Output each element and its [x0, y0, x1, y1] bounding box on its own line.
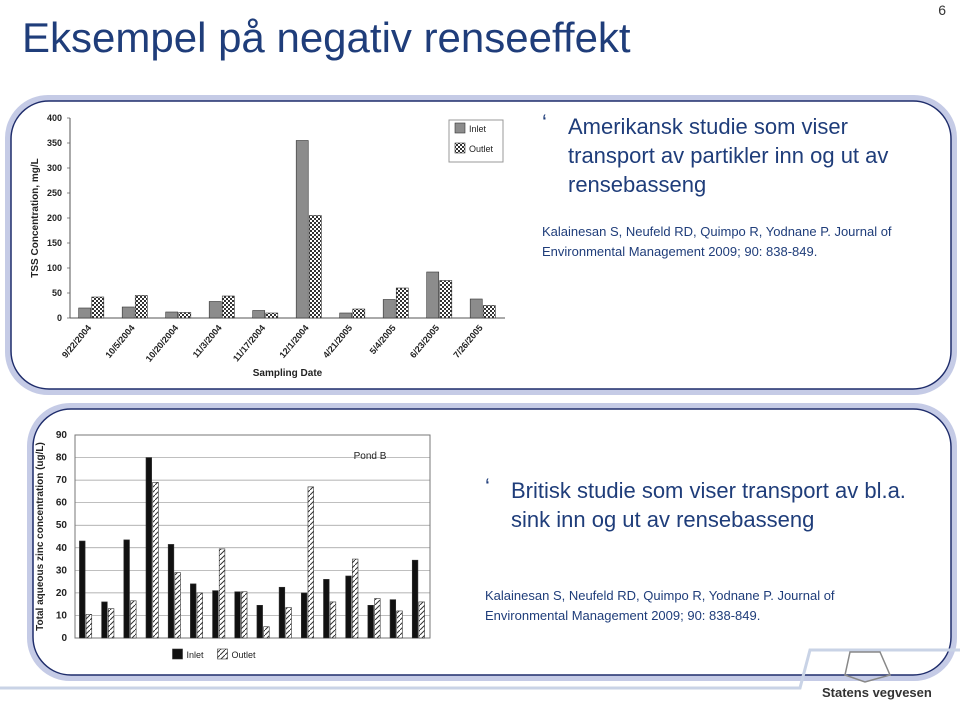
bar [134, 295, 148, 319]
legend-label: Outlet [469, 144, 494, 154]
logo [844, 651, 892, 683]
bar [352, 308, 366, 319]
bar [352, 558, 359, 639]
y-tick-label: 70 [56, 475, 68, 486]
bar [130, 600, 137, 639]
bar [174, 572, 181, 639]
bar [121, 306, 135, 319]
y-tick-label: 200 [47, 213, 62, 223]
bar [301, 592, 308, 639]
bar [178, 312, 192, 319]
y-tick-label: 50 [52, 288, 62, 298]
y-axis-label: TSS Concentration, mg/L [30, 158, 41, 277]
legend-swatch [454, 142, 466, 154]
legend-swatch [172, 648, 183, 660]
legend-label: Inlet [469, 124, 487, 134]
y-tick-label: 60 [56, 498, 68, 509]
bar [411, 559, 419, 639]
bar [482, 305, 496, 319]
y-tick-label: 300 [47, 163, 62, 173]
y-tick-label: 0 [61, 633, 67, 644]
bar [389, 599, 397, 639]
x-axis-label: Sampling Date [253, 368, 323, 379]
bar [196, 592, 203, 639]
bar [91, 296, 105, 319]
bullet: Britisk studie som viser transport av bl… [485, 472, 931, 534]
bar [208, 301, 222, 319]
bar [418, 601, 425, 639]
bar [241, 591, 248, 639]
y-tick-label: 40 [56, 543, 68, 554]
bar [339, 312, 353, 319]
y-tick-label: 30 [56, 565, 68, 576]
plot-frame [74, 434, 431, 639]
y-tick-label: 100 [47, 263, 62, 273]
bar [234, 591, 241, 639]
panel-border [32, 408, 952, 676]
y-tick-label: 250 [47, 188, 62, 198]
bar [323, 579, 330, 639]
bar [265, 312, 279, 319]
bar [218, 548, 226, 639]
legend-label: Inlet [187, 650, 205, 660]
bullet: Amerikansk studie som viser transport av… [542, 108, 938, 199]
bar [212, 590, 219, 639]
footer: Statens vegvesen [822, 685, 932, 700]
bar [382, 299, 396, 319]
bar [367, 604, 374, 639]
annotation: Pond B [354, 451, 387, 462]
bar [426, 271, 440, 319]
legend-frame [448, 119, 504, 163]
bar [85, 614, 93, 639]
y-tick-label: 150 [47, 238, 62, 248]
bar [256, 604, 263, 639]
slide-title: Eksempel på negativ renseeffekt [22, 14, 631, 61]
bar [263, 626, 270, 639]
legend-swatch [454, 122, 466, 134]
reference: Kalainesan S, Neufeld RD, Quimpo R, Yodn… [542, 224, 892, 259]
bar [145, 457, 152, 639]
bar [165, 311, 179, 319]
y-axis-label: Total aqueous zinc concentration (ug/L) [35, 442, 46, 631]
y-tick-label: 0 [57, 313, 62, 323]
bar [123, 539, 130, 639]
bar [78, 307, 92, 319]
y-tick-label: 400 [47, 113, 62, 123]
y-tick-label: 90 [56, 430, 68, 441]
bar [152, 482, 159, 639]
bar [79, 540, 86, 639]
bar [307, 486, 314, 639]
bar [308, 215, 322, 319]
page-number: 6 [938, 2, 946, 18]
y-tick-label: 50 [56, 520, 68, 531]
bar [167, 544, 175, 639]
bar [345, 575, 352, 639]
bar [295, 140, 309, 319]
y-tick-label: 80 [56, 453, 68, 464]
panel-border [10, 100, 952, 390]
bar [374, 598, 381, 639]
bar [395, 287, 409, 319]
y-tick-label: 350 [47, 138, 62, 148]
bar [285, 607, 292, 639]
bar [190, 583, 197, 639]
bar [107, 608, 115, 639]
bar [439, 280, 453, 319]
reference: Kalainesan S, Neufeld RD, Quimpo R, Yodn… [485, 588, 835, 623]
y-tick-label: 20 [56, 588, 68, 599]
y-tick-label: 10 [56, 610, 68, 621]
bar [101, 601, 108, 639]
bar [329, 601, 337, 639]
bar [396, 610, 403, 639]
legend-swatch [217, 648, 228, 660]
bar [252, 310, 266, 319]
bar [278, 586, 286, 639]
bar [221, 295, 235, 319]
legend-label: Outlet [232, 650, 257, 660]
footer-line [0, 648, 960, 690]
bar [469, 298, 483, 319]
